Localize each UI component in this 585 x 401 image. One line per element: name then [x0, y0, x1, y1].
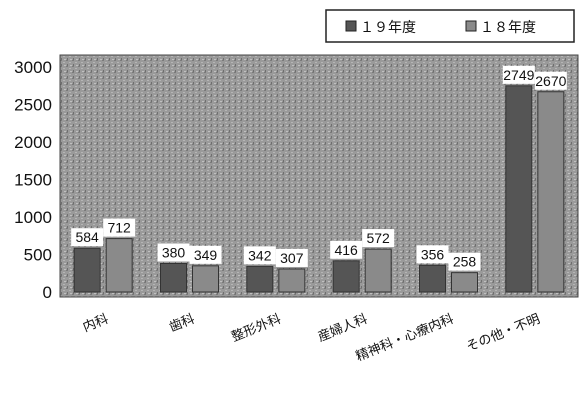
bar-s1-c4	[451, 272, 478, 293]
data-label-bg	[157, 243, 190, 262]
plot-area	[59, 54, 579, 298]
data-label-bg	[103, 218, 136, 237]
bars	[73, 85, 565, 293]
data-label-s1-c2: 307	[280, 250, 304, 266]
bar-s0-c2	[246, 265, 274, 293]
data-label-bg	[534, 71, 567, 90]
data-label-bg	[330, 240, 363, 259]
y-tick-label: 2000	[14, 133, 52, 152]
legend-swatch-0	[345, 20, 357, 32]
data-label-s0-c3: 416	[334, 242, 358, 258]
data-label-s1-c0: 712	[107, 220, 131, 236]
legend-label-1: １８年度	[480, 20, 536, 36]
data-label-bg	[71, 228, 104, 247]
data-label-bg	[448, 252, 481, 271]
data-label-s0-c4: 356	[421, 246, 445, 262]
category-label-3: 産婦人科	[315, 311, 369, 345]
y-axis-ticks: 0 500 1000 1500 2000 2500 3000	[14, 58, 52, 302]
y-tick-label: 1500	[14, 171, 52, 190]
data-label-bg	[275, 248, 308, 267]
bar-s0-c3	[332, 260, 360, 293]
data-label-s0-c0: 584	[75, 229, 99, 245]
category-label-0: 内科	[81, 311, 111, 336]
y-tick-label: 500	[24, 246, 52, 265]
data-label-bg	[243, 246, 276, 265]
category-label-4: 精神科・心療内科	[354, 311, 456, 365]
category-label-2: 整形外科	[229, 312, 283, 345]
bar-s1-c5	[537, 91, 565, 293]
data-labels: 584 712 380 349 342 307 416 572 356 258 2749 2670	[71, 65, 567, 271]
y-tick-label: 1000	[14, 208, 52, 227]
y-tick-label: 3000	[14, 58, 52, 77]
category-label-1: 歯科	[167, 312, 197, 336]
data-label-bg	[362, 229, 395, 248]
legend: １９年度 １８年度	[325, 9, 575, 43]
bar-s0-c5	[505, 85, 533, 293]
data-label-s0-c1: 380	[162, 245, 186, 261]
data-label-s1-c4: 258	[453, 254, 477, 270]
category-label-5: その他・不明	[464, 312, 542, 355]
legend-box	[325, 9, 575, 43]
y-tick-label: 2500	[14, 96, 52, 115]
legend-label-0: １９年度	[360, 20, 416, 36]
data-label-s0-c2: 342	[248, 247, 272, 263]
bar-s1-c3	[364, 248, 392, 293]
bar-s1-c1	[192, 265, 219, 293]
y-tick-label: 0	[43, 283, 52, 302]
bar-s0-c1	[160, 263, 187, 293]
data-label-s1-c5: 2670	[535, 73, 566, 89]
data-label-bg	[189, 245, 222, 264]
data-label-s1-c1: 349	[194, 247, 218, 263]
bar-s0-c4	[419, 264, 446, 293]
data-label-s1-c3: 572	[366, 230, 390, 246]
data-label-bg	[502, 65, 535, 84]
data-label-bg	[416, 245, 449, 264]
bar-s0-c0	[73, 247, 101, 293]
legend-swatch-1	[465, 20, 477, 32]
data-label-s0-c5: 2749	[503, 67, 534, 83]
bar-s1-c0	[105, 238, 133, 293]
bar-s1-c2	[278, 268, 306, 293]
